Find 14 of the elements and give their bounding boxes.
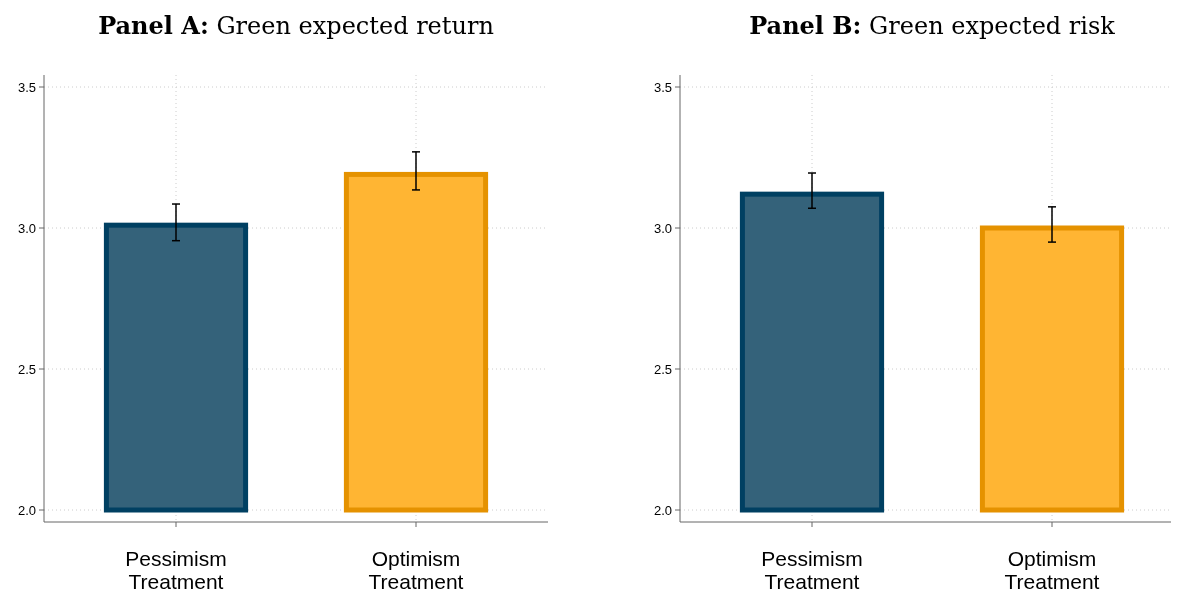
y-tick-label: 3.0 [17,220,36,236]
x-tick-label: Optimism Treatment [368,547,464,593]
x-tick-label: Optimism Treatment [1004,547,1100,593]
y-tick-label: 2.0 [17,502,36,518]
y-tick-label: 3.5 [17,79,36,95]
x-tick-label: Pessimism Treatment [761,547,863,593]
y-tick-label: 3.0 [653,220,672,236]
x-tick-label: Pessimism Treatment [125,547,227,593]
y-tick-label: 2.5 [653,361,672,377]
y-tick-label: 3.5 [653,79,672,95]
y-tick-label: 2.0 [653,502,672,518]
chart-title: Panel A: Green expected return [98,11,494,40]
y-tick-label: 2.5 [17,361,36,377]
chart-title: Panel B: Green expected risk [749,11,1116,40]
